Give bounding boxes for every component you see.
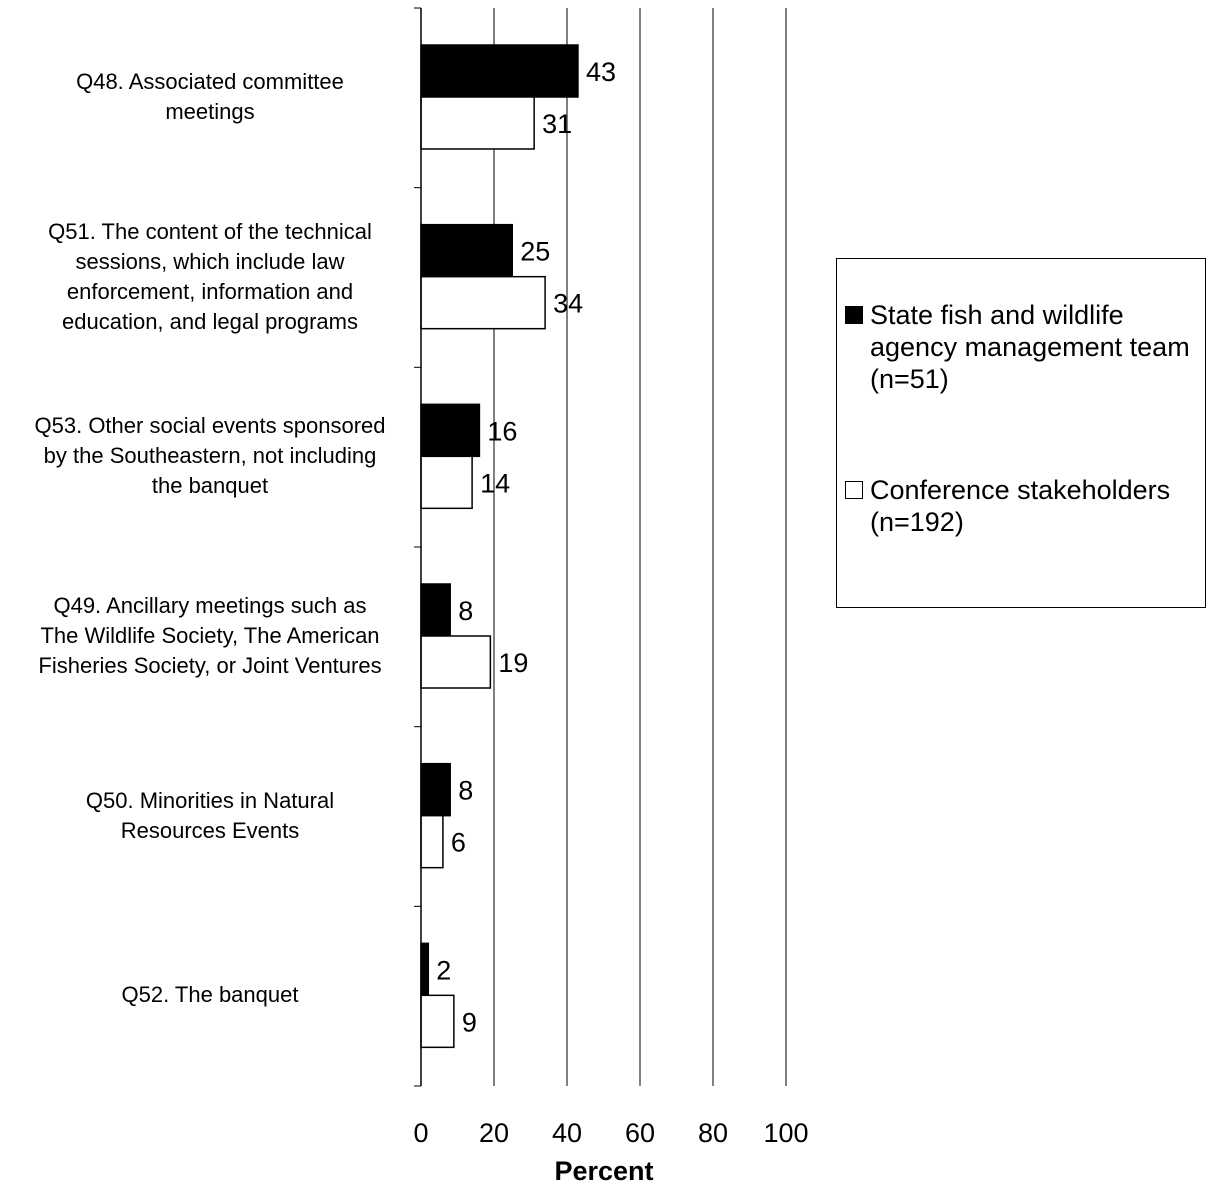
x-tick-label: 60 [625,1118,655,1148]
category-label: Q53. Other social events sponsored by th… [34,413,386,499]
x-tick-label: 40 [552,1118,582,1148]
bar-value-label: 8 [458,776,473,806]
bar-state-team [420,762,451,817]
category-label: Q49. Ancillary meetings such as The Wild… [38,593,382,678]
bar-value-label: 31 [542,109,572,139]
bar-state-team [420,942,430,997]
category-label: Q52. The banquet [121,982,299,1008]
legend-entry-state-team: State fish and wildlife agency managemen… [845,299,1200,395]
bar-value-label: 43 [586,57,616,87]
x-tick-label: 0 [413,1118,428,1148]
bar-stakeholders [420,814,444,869]
category-label: Q48. Associated committee meetings [76,69,344,124]
bar-stakeholders [420,455,473,510]
bar-value-label: 19 [498,648,528,678]
x-tick-label: 100 [763,1118,808,1148]
bar-value-label: 34 [553,289,583,319]
legend-label: State fish and wildlife agency managemen… [870,300,1190,394]
legend-label: Conference stakeholders (n=192) [870,475,1171,537]
bar-value-label: 9 [462,1007,477,1037]
legend-swatch-white [845,481,863,499]
bar-stakeholders [420,994,455,1049]
bar-stakeholders [420,96,535,150]
legend-entry-stakeholders: Conference stakeholders (n=192) [845,474,1200,538]
x-axis-label: Percent [554,1156,653,1186]
legend: State fish and wildlife agency managemen… [836,258,1206,608]
bar-state-team [420,403,481,458]
bar-state-team [420,583,451,637]
x-tick-label: 80 [698,1118,728,1148]
gridlines [493,8,787,1086]
x-tick-label: 20 [479,1118,509,1148]
bars [420,44,579,1049]
bar-value-label: 2 [436,955,451,985]
bar-value-label: 8 [458,596,473,626]
category-label: Q50. Minorities in Natural Resources Eve… [85,787,335,843]
bar-stakeholders [420,635,492,689]
bar-value-label: 6 [451,828,466,858]
axes [414,7,422,1087]
bar-stakeholders [420,275,546,330]
bar-value-label: 14 [480,468,510,498]
bar-state-team [420,44,579,98]
bar-value-label: 16 [487,416,517,446]
legend-swatch-black [845,306,863,324]
x-tick-labels: 0 20 40 60 80 100 [413,1118,808,1148]
value-labels: 43 25 16 8 8 2 31 34 14 19 6 9 [436,57,616,1037]
bar-value-label: 25 [520,237,550,267]
category-label: Q51. The content of the technical sessio… [48,218,372,334]
bar-state-team [420,223,513,278]
